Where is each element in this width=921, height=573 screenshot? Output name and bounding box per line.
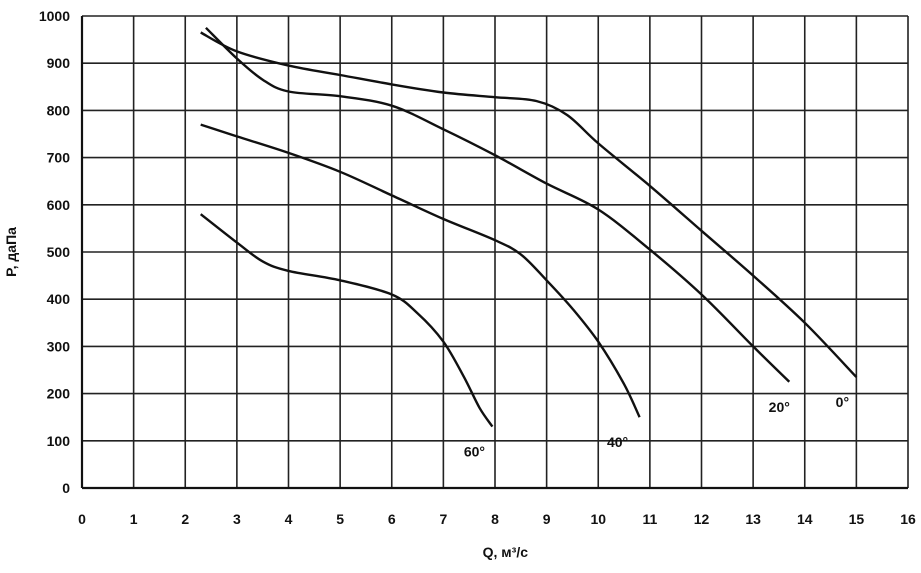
x-tick-label: 10 <box>590 511 606 527</box>
x-tick-label: 14 <box>797 511 813 527</box>
series: 0° 20° 40° 60° <box>199 26 858 460</box>
axes <box>80 16 908 490</box>
y-tick-label: 200 <box>47 386 71 402</box>
y-axis-title: P, даПа <box>3 227 19 277</box>
x-tick-label: 13 <box>745 511 761 527</box>
x-tick-label: 12 <box>694 511 710 527</box>
x-tick-label: 6 <box>388 511 396 527</box>
x-tick-label: 1 <box>130 511 138 527</box>
series-line-3 <box>199 213 494 428</box>
x-tick-label: 11 <box>642 511 657 527</box>
y-tick-label: 1000 <box>39 8 70 24</box>
y-tick-label: 100 <box>47 433 71 449</box>
y-tick-label: 800 <box>47 102 71 118</box>
x-tick-label: 4 <box>285 511 293 527</box>
x-tick-label: 8 <box>491 511 499 527</box>
series-label: 60° <box>464 444 485 460</box>
x-tick-label: 7 <box>439 511 447 527</box>
series-line-1 <box>205 26 791 383</box>
series-label: 0° <box>836 394 849 410</box>
series-line-0 <box>200 31 858 378</box>
series-line-2 <box>200 123 641 418</box>
x-tick-label: 2 <box>181 511 189 527</box>
y-tick-label: 700 <box>47 150 71 166</box>
y-tick-label: 600 <box>47 197 71 213</box>
tick-labels: 0 1 2 3 4 5 6 7 8 9 10 11 12 13 14 15 160100200300400500… <box>39 8 916 527</box>
x-tick-label: 9 <box>543 511 551 527</box>
y-tick-label: 400 <box>47 291 71 307</box>
x-tick-label: 16 <box>900 511 916 527</box>
y-tick-label: 900 <box>47 55 71 71</box>
y-tick-label: 300 <box>47 338 71 354</box>
series-label: 40° <box>607 434 628 450</box>
x-tick-label: 3 <box>233 511 241 527</box>
y-tick-label: 500 <box>47 244 71 260</box>
x-tick-label: 5 <box>336 511 344 527</box>
grid <box>82 15 909 488</box>
x-tick-label: 15 <box>849 511 865 527</box>
x-tick-label: 0 <box>78 511 86 527</box>
x-axis-title: Q, м³/с <box>483 544 529 560</box>
series-label: 20° <box>769 399 790 415</box>
y-tick-label: 0 <box>62 480 70 496</box>
